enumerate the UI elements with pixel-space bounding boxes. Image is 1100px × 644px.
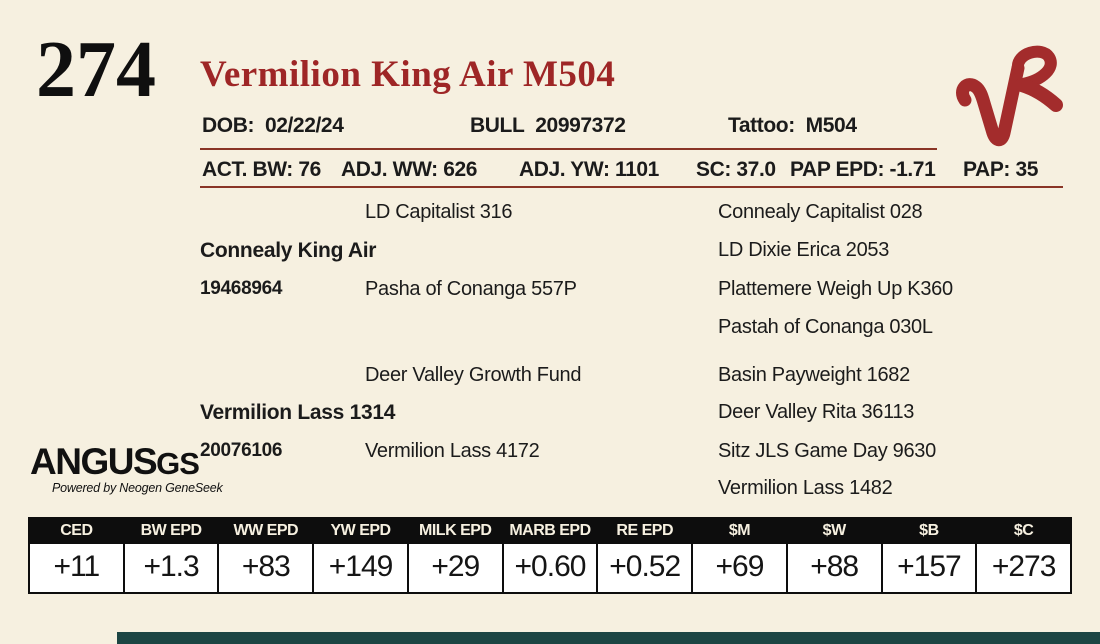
stat-sc: SC: 37.0 bbox=[696, 158, 776, 182]
divider-rule-top bbox=[200, 148, 937, 150]
dob-label: DOB: bbox=[202, 114, 255, 137]
pedigree-sire-sire: LD Capitalist 316 bbox=[365, 201, 513, 223]
stat-pap-epd: PAP EPD: -1.71 bbox=[790, 158, 936, 182]
epd-value-cell: +69 bbox=[693, 544, 786, 592]
pedigree-ancestor: Plattemere Weigh Up K360 bbox=[718, 278, 953, 300]
pedigree-dam-name: Vermilion Lass 1314 bbox=[200, 401, 396, 424]
epd-value-cell: +83 bbox=[219, 544, 313, 592]
epd-column-header: WW EPD bbox=[219, 519, 313, 544]
pedigree-sire-name: Connealy King Air bbox=[200, 239, 377, 262]
angus-gs-suffix: GS bbox=[156, 446, 200, 481]
angus-gs-tagline: Powered by Neogen GeneSeek bbox=[52, 481, 223, 495]
stat-label: PAP EPD: bbox=[790, 158, 885, 181]
epd-column-header: $C bbox=[977, 519, 1070, 544]
stat-label: PAP: bbox=[963, 158, 1011, 181]
epd-value-cell: +157 bbox=[882, 544, 976, 592]
pedigree-ancestor: Sitz JLS Game Day 9630 bbox=[718, 440, 936, 462]
epd-value-cell: +11 bbox=[30, 544, 123, 592]
tattoo-label: Tattoo: bbox=[728, 114, 795, 137]
divider-rule-bottom bbox=[200, 186, 1063, 188]
epd-value-cell: +29 bbox=[408, 544, 502, 592]
epd-column-header: $M bbox=[693, 519, 786, 544]
stat-label: ACT. BW: bbox=[202, 158, 293, 181]
pedigree-ancestor: Pastah of Conanga 030L bbox=[718, 316, 933, 338]
stat-value: 76 bbox=[298, 158, 321, 181]
pedigree-dam-dam: Vermilion Lass 4172 bbox=[365, 440, 540, 462]
pedigree-ancestor: Deer Valley Rita 36113 bbox=[718, 401, 915, 423]
stat-value: -1.71 bbox=[889, 158, 936, 181]
epd-column-header: BW EPD bbox=[124, 519, 218, 544]
stat-value: 35 bbox=[1015, 158, 1039, 181]
pedigree-ancestor: Basin Payweight 1682 bbox=[718, 364, 910, 386]
epd-value-cell: +149 bbox=[314, 544, 407, 592]
stat-label: SC: bbox=[696, 158, 731, 181]
pedigree-sire-dam: Pasha of Conanga 557P bbox=[365, 278, 577, 300]
stat-act-bw: ACT. BW: 76 bbox=[202, 158, 321, 182]
epd-column-header: $B bbox=[882, 519, 976, 544]
lot-number: 274 bbox=[36, 26, 156, 114]
pedigree-ancestor: Vermilion Lass 1482 bbox=[718, 477, 893, 499]
stat-label: ADJ. YW: bbox=[519, 158, 610, 181]
pedigree-dam-sire: Deer Valley Growth Fund bbox=[365, 364, 582, 386]
angus-gs-logo: ANGUSGS Powered by Neogen GeneSeek bbox=[30, 443, 223, 495]
epd-value-cell: +0.60 bbox=[503, 544, 597, 592]
epd-value-cell: +1.3 bbox=[124, 544, 218, 592]
epd-column-header: $W bbox=[787, 519, 881, 544]
bottom-divider-bar bbox=[117, 632, 1100, 644]
animal-name: Vermilion King Air M504 bbox=[200, 54, 616, 95]
epd-column-header: MARB EPD bbox=[503, 519, 597, 544]
sex-label: BULL bbox=[470, 114, 525, 137]
sex-reg-field: BULL 20997372 bbox=[470, 114, 626, 138]
registration-number: 20997372 bbox=[535, 114, 626, 137]
pedigree-dam-reg: 20076106 bbox=[200, 440, 283, 461]
dob-value: 02/22/24 bbox=[264, 114, 344, 137]
angus-gs-wordmark: ANGUS bbox=[30, 441, 158, 482]
epd-value-cell: +88 bbox=[787, 544, 881, 592]
epd-column-header: MILK EPD bbox=[408, 519, 502, 544]
stat-adj-yw: ADJ. YW: 1101 bbox=[519, 158, 659, 182]
epd-column-header: YW EPD bbox=[314, 519, 407, 544]
pedigree-sire-reg: 19468964 bbox=[200, 278, 283, 299]
stat-adj-ww: ADJ. WW: 626 bbox=[341, 158, 477, 182]
dob-field: DOB: 02/22/24 bbox=[202, 114, 344, 138]
epd-column-header: CED bbox=[30, 519, 123, 544]
tattoo-field: Tattoo: M504 bbox=[728, 114, 857, 138]
stat-value: 626 bbox=[443, 158, 478, 181]
stat-pap: PAP: 35 bbox=[963, 158, 1038, 182]
tattoo-value: M504 bbox=[805, 114, 857, 137]
epd-column-header: RE EPD bbox=[598, 519, 692, 544]
epd-table: CED BW EPD WW EPD YW EPD MILK EPD MARB EPD RE … bbox=[28, 517, 1072, 594]
stat-value: 37.0 bbox=[736, 158, 776, 181]
stat-value: 1101 bbox=[614, 158, 659, 181]
ranch-brand-icon bbox=[956, 45, 1063, 147]
stat-label: ADJ. WW: bbox=[341, 158, 438, 181]
epd-value-cell: +273 bbox=[977, 544, 1070, 592]
pedigree-ancestor: LD Dixie Erica 2053 bbox=[718, 239, 890, 261]
pedigree-ancestor: Connealy Capitalist 028 bbox=[718, 201, 923, 223]
epd-value-cell: +0.52 bbox=[598, 544, 692, 592]
